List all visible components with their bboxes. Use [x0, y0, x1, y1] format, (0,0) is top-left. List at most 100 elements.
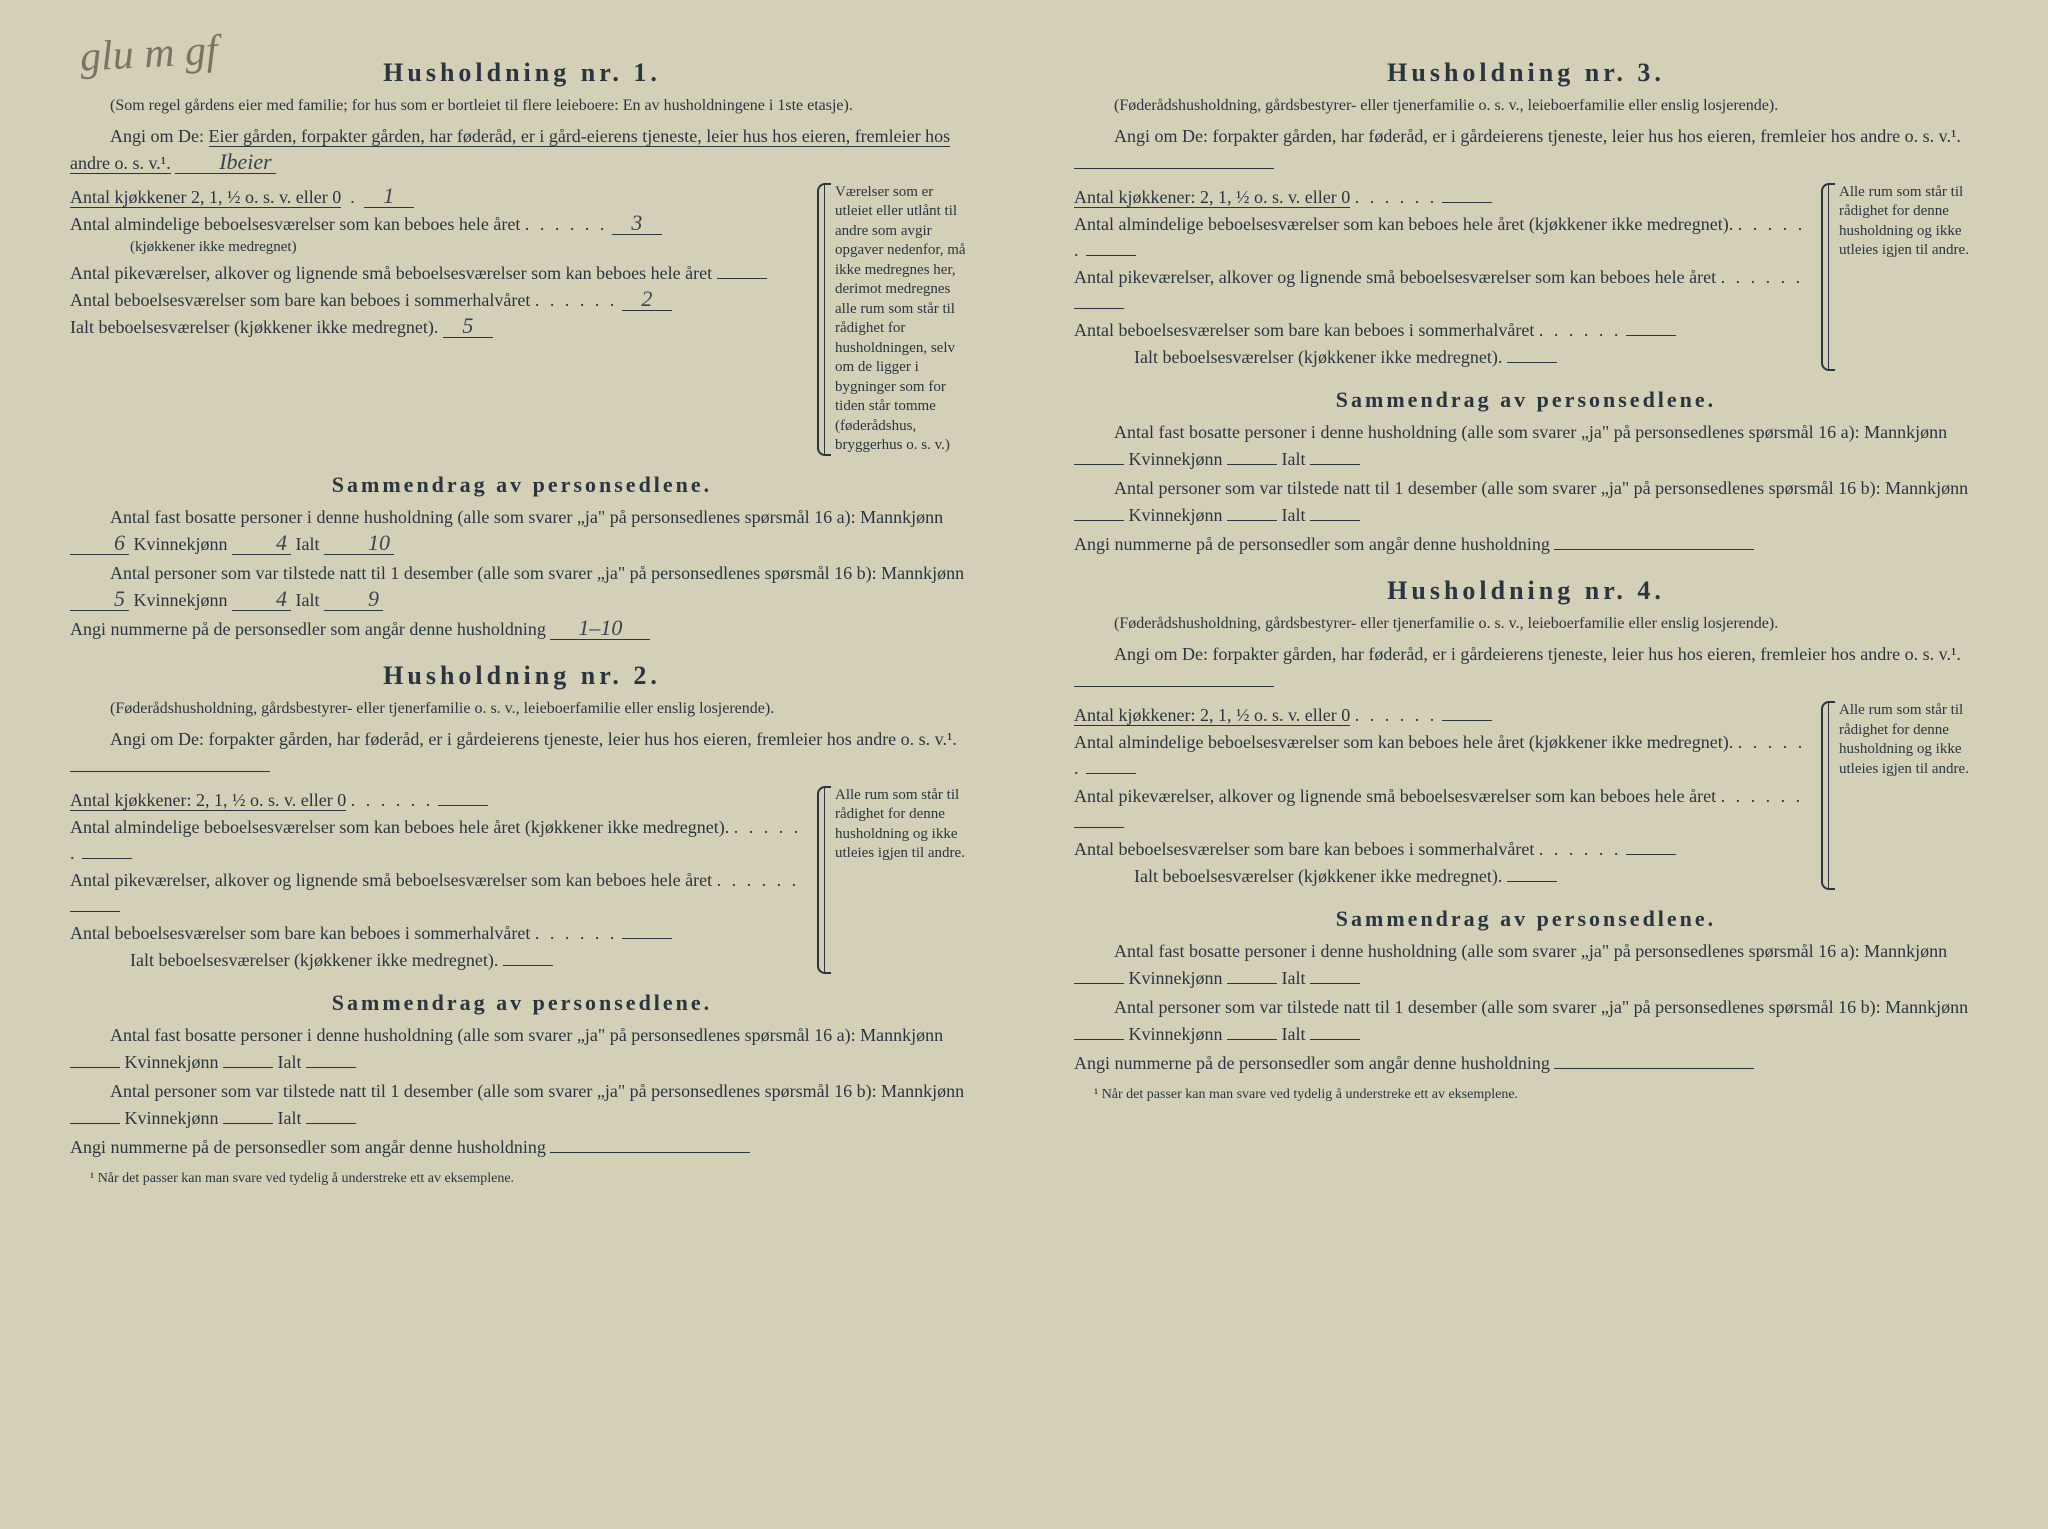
q16b-label: Antal personer som var tilstede natt til… [1114, 478, 1968, 498]
pikevaerelser-value [717, 278, 767, 279]
ialt-label: Ialt beboelsesværelser (kjøkkener ikke m… [1134, 347, 1502, 367]
q16a-kvinne [1227, 464, 1277, 465]
sommer-value [1626, 335, 1676, 336]
q16b-label: Antal personer som var tilstede natt til… [110, 1081, 964, 1101]
household-4-rooms-block: Antal kjøkkener: 2, 1, ½ o. s. v. eller … [1074, 701, 1978, 890]
nummer-label: Angi nummerne på de personsedler som ang… [70, 619, 546, 639]
household-4-title: Husholdning nr. 4. [1074, 576, 1978, 606]
almindelige-row: Antal almindelige beboelsesværelser som … [70, 211, 804, 259]
side-note-4: Alle rum som står til rådighet for denne… [1828, 701, 1978, 890]
q16a-line-2: Antal fast bosatte personer i denne hush… [70, 1022, 974, 1076]
dots [1539, 839, 1622, 859]
q16b-line-1: Antal personer som var tilstede natt til… [70, 560, 974, 614]
nummer-value [1554, 1068, 1754, 1069]
sommer-row: Antal beboelsesværelser som bare kan beb… [70, 287, 804, 313]
sammendrag-4-title: Sammendrag av personsedlene. [1074, 906, 1978, 932]
pikevaerelser-value [1074, 308, 1124, 309]
nummer-line-4: Angi nummerne på de personsedler som ang… [1074, 1050, 1978, 1077]
angi-prompt: Angi om De: [1114, 644, 1208, 664]
q16b-kvinne-label: Kvinnekjønn [1129, 1024, 1223, 1044]
almindelige-value [1086, 773, 1136, 774]
pikevaerelser-label: Antal pikeværelser, alkover og lignende … [70, 870, 712, 890]
household-2-subtitle: (Føderådshusholdning, gårdsbestyrer- ell… [70, 699, 974, 720]
nummer-line-3: Angi nummerne på de personsedler som ang… [1074, 531, 1978, 558]
pikevaerelser-value [1074, 827, 1124, 828]
almindelige-label: Antal almindelige beboelsesværelser som … [1074, 214, 1733, 234]
nummer-label: Angi nummerne på de personsedler som ang… [70, 1137, 546, 1157]
kjokkener-label: Antal kjøkkener: 2, 1, ½ o. s. v. eller … [1074, 187, 1350, 208]
q16b-kvinne-label: Kvinnekjønn [134, 590, 228, 610]
q16b-line-4: Antal personer som var tilstede natt til… [1074, 994, 1978, 1048]
angi-value [1074, 686, 1274, 687]
rooms-left: Antal kjøkkener: 2, 1, ½ o. s. v. eller … [70, 786, 804, 975]
dots [525, 214, 608, 234]
sommer-label: Antal beboelsesværelser som bare kan beb… [1074, 320, 1534, 340]
q16b-mann: 5 [70, 588, 129, 611]
ialt-value [1507, 881, 1557, 882]
q16b-label: Antal personer som var tilstede natt til… [1114, 997, 1968, 1017]
almindelige-row: Antal almindelige beboelsesværelser som … [1074, 211, 1808, 263]
side-note-1: Værelser som er utleiet eller utlånt til… [824, 183, 974, 456]
q16b-mann [1074, 1039, 1124, 1040]
rooms-left: Antal kjøkkener 2, 1, ½ o. s. v. eller 0… [70, 183, 804, 456]
angi-text: forpakter gården, har føderåd, er i gård… [1213, 644, 1961, 664]
q16b-kvinne-label: Kvinnekjønn [125, 1108, 219, 1128]
q16b-label: Antal personer som var tilstede natt til… [110, 563, 964, 583]
q16a-line-3: Antal fast bosatte personer i denne hush… [1074, 419, 1978, 473]
household-2: Husholdning nr. 2. (Føderådshusholdning,… [70, 661, 974, 1161]
sommer-label: Antal beboelsesværelser som bare kan beb… [70, 290, 530, 310]
pikevaerelser-row: Antal pikeværelser, alkover og lignende … [1074, 264, 1808, 316]
kjokkener-value [1442, 720, 1492, 721]
ialt-label: Ialt beboelsesværelser (kjøkkener ikke m… [1134, 866, 1502, 886]
angi-prompt: Angi om De: [1114, 126, 1208, 146]
nummer-value: 1–10 [550, 617, 650, 640]
q16a-mann [70, 1067, 120, 1068]
pikevaerelser-label: Antal pikeværelser, alkover og lignende … [1074, 267, 1716, 287]
side-note-3: Alle rum som står til rådighet for denne… [1828, 183, 1978, 372]
sommer-value [1626, 854, 1676, 855]
nummer-value [550, 1152, 750, 1153]
sommer-value [622, 938, 672, 939]
q16b-kvinne [1227, 1039, 1277, 1040]
side-note-2: Alle rum som står til rådighet for denne… [824, 786, 974, 975]
almindelige-row: Antal almindelige beboelsesværelser som … [1074, 729, 1808, 781]
pikevaerelser-row: Antal pikeværelser, alkover og lignende … [1074, 783, 1808, 835]
ialt-row: Ialt beboelsesværelser (kjøkkener ikke m… [70, 947, 804, 973]
sommer-label: Antal beboelsesværelser som bare kan beb… [1074, 839, 1534, 859]
q16a-line-4: Antal fast bosatte personer i denne hush… [1074, 938, 1978, 992]
almindelige-row: Antal almindelige beboelsesværelser som … [70, 814, 804, 866]
q16a-ialt [1310, 464, 1360, 465]
dots [717, 870, 800, 890]
q16b-kvinne [223, 1123, 273, 1124]
q16a-label: Antal fast bosatte personer i denne hush… [110, 507, 943, 527]
q16a-ialt: 10 [324, 532, 394, 555]
q16a-line-1: Antal fast bosatte personer i denne hush… [70, 504, 974, 558]
household-4: Husholdning nr. 4. (Føderådshusholdning,… [1074, 576, 1978, 1076]
household-3-rooms-block: Antal kjøkkener: 2, 1, ½ o. s. v. eller … [1074, 183, 1978, 372]
q16b-ialt [306, 1123, 356, 1124]
kjokkener-value [438, 805, 488, 806]
dots [1355, 187, 1438, 207]
sommer-row: Antal beboelsesværelser som bare kan beb… [70, 920, 804, 946]
kjokkener-row: Antal kjøkkener: 2, 1, ½ o. s. v. eller … [70, 787, 804, 813]
almindelige-value [1086, 255, 1136, 256]
q16a-mann: 6 [70, 532, 129, 555]
q16b-line-2: Antal personer som var tilstede natt til… [70, 1078, 974, 1132]
right-column: Husholdning nr. 3. (Føderådshusholdning,… [1054, 40, 1998, 1187]
q16a-kvinne-label: Kvinnekjønn [125, 1052, 219, 1072]
footnote-right: ¹ Når det passer kan man svare ved tydel… [1074, 1087, 1978, 1103]
ialt-row: Ialt beboelsesværelser (kjøkkener ikke m… [1074, 344, 1808, 370]
household-3-angi-line: Angi om De: forpakter gården, har føderå… [1074, 123, 1978, 177]
rooms-left: Antal kjøkkener: 2, 1, ½ o. s. v. eller … [1074, 701, 1808, 890]
angi-value [1074, 168, 1274, 169]
nummer-line-1: Angi nummerne på de personsedler som ang… [70, 616, 974, 643]
kjokkener-row: Antal kjøkkener: 2, 1, ½ o. s. v. eller … [1074, 702, 1808, 728]
sammendrag-2-title: Sammendrag av personsedlene. [70, 990, 974, 1016]
kjokkener-row: Antal kjøkkener: 2, 1, ½ o. s. v. eller … [1074, 184, 1808, 210]
q16a-label: Antal fast bosatte personer i denne hush… [110, 1025, 943, 1045]
q16a-mann [1074, 464, 1124, 465]
kjokkener-label: Antal kjøkkener 2, 1, ½ o. s. v. eller 0 [70, 187, 341, 208]
q16b-ialt-label: Ialt [1282, 505, 1306, 525]
q16a-kvinne [223, 1067, 273, 1068]
rooms-left: Antal kjøkkener: 2, 1, ½ o. s. v. eller … [1074, 183, 1808, 372]
